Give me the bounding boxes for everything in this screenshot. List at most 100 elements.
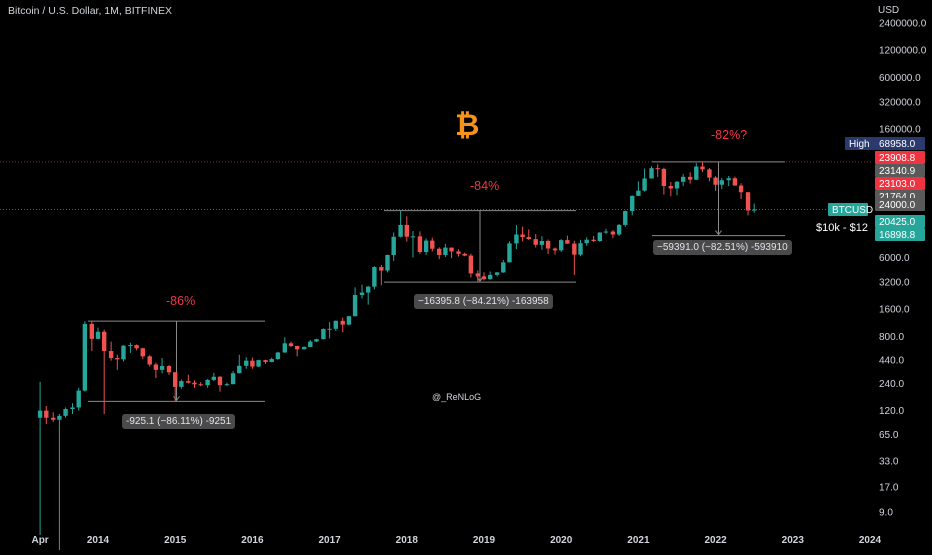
candle-body-76	[526, 237, 531, 240]
candle-body-93	[636, 190, 641, 196]
candle-body-58	[410, 236, 416, 238]
price-tag-2-bg	[875, 164, 925, 177]
price-tag-6: 16898.8	[879, 230, 916, 241]
candle-body-108	[732, 178, 738, 186]
candle-body-99	[674, 181, 680, 189]
candle-body-95	[649, 168, 654, 179]
candle-body-94	[642, 178, 647, 191]
y-tick-label-9: 1600.0	[879, 305, 910, 316]
candle-body-15	[134, 345, 139, 349]
candle-body-72	[501, 262, 506, 273]
candle-body-29	[224, 384, 230, 386]
bitcoin-icon: ₿	[455, 108, 480, 143]
candle-body-50	[359, 292, 365, 296]
x-tick-label-0: Apr	[31, 535, 48, 546]
y-tick-label-13: 120.0	[879, 406, 904, 417]
candle-body-66	[462, 253, 467, 256]
ruler-2014-arrow-head	[173, 396, 180, 402]
candle-body-82	[565, 240, 570, 244]
candle-body-87	[597, 232, 602, 241]
candle-body-3	[57, 415, 62, 420]
y-tick-label-14: 65.0	[879, 430, 899, 441]
measure-box-2018: −16395.8 (−84.21%) -163958	[414, 294, 553, 309]
candle-body-96	[655, 168, 660, 170]
candle-body-8	[89, 323, 95, 339]
candle-body-83	[572, 243, 577, 255]
candle-body-33	[250, 360, 255, 367]
candle-body-40	[294, 346, 300, 350]
ruler-2022-arrow-head	[715, 230, 722, 236]
candle-body-60	[423, 240, 429, 253]
candle-body-27	[211, 376, 216, 380]
high-value-tag-bg	[875, 137, 925, 150]
candle-body-20	[166, 366, 172, 373]
candle-body-9	[95, 331, 101, 339]
candle-body-65	[456, 251, 461, 254]
candle-body-1	[44, 410, 49, 418]
candle-body-57	[404, 224, 409, 237]
candle-body-59	[417, 236, 423, 253]
candle-body-64	[449, 247, 454, 252]
y-tick-label-16: 17.0	[879, 483, 899, 494]
candle-body-84	[578, 243, 583, 255]
range-note: $10k - $12	[816, 222, 868, 234]
author-signature: @_ReNLoG	[432, 392, 482, 402]
candle-body-73	[507, 243, 512, 263]
candle-body-7	[82, 323, 88, 391]
y-tick-label-2: 600000.0	[879, 73, 921, 84]
candle-body-85	[584, 239, 589, 244]
candle-body-26	[205, 379, 210, 386]
candle-body-49	[352, 295, 358, 317]
candle-body-13	[121, 345, 126, 360]
candle-body-28	[217, 376, 223, 386]
candle-body-42	[308, 341, 313, 347]
candle-body-5	[70, 407, 75, 410]
high-label-tag-bg	[845, 137, 875, 150]
candle-body-79	[545, 240, 551, 249]
currency-label: USD	[878, 5, 900, 16]
x-tick-label-4: 2017	[318, 535, 341, 546]
candle-body-107	[726, 178, 731, 181]
candle-body-56	[398, 224, 403, 237]
y-tick-label-11: 440.0	[879, 355, 904, 366]
candle-body-39	[288, 343, 294, 347]
candle-body-4	[63, 409, 68, 416]
candle-body-103	[700, 166, 705, 170]
candle-body-67	[468, 255, 474, 274]
y-tick-label-3: 320000.0	[879, 97, 921, 108]
high-value-tag: 68958.0	[879, 139, 916, 150]
candle-body-101	[687, 176, 693, 180]
x-tick-label-5: 2018	[396, 535, 419, 546]
candle-body-37	[275, 352, 281, 360]
candle-body-17	[147, 356, 152, 365]
x-tick-label-3: 2016	[241, 535, 264, 546]
price-tag-5-bg	[875, 198, 925, 211]
price-tag-1-bg	[875, 151, 925, 164]
candle-body-88	[603, 231, 609, 233]
candle-body-19	[159, 366, 165, 370]
candle-body-68	[475, 273, 481, 277]
candle-body-25	[198, 384, 203, 386]
candle-body-55	[391, 236, 396, 255]
candle-body-43	[314, 339, 319, 342]
candle-body-48	[346, 316, 352, 325]
last-price-tag: 20425.0	[879, 217, 916, 228]
x-tick-label-10: 2023	[782, 535, 805, 546]
candle-body-90	[616, 224, 622, 235]
candle-body-44	[321, 329, 326, 340]
y-tick-label-15: 33.0	[879, 457, 899, 468]
candle-body-24	[192, 382, 197, 385]
candle-body-70	[487, 274, 493, 280]
candle-body-6	[76, 390, 81, 408]
candle-body-11	[108, 351, 114, 359]
candle-body-52	[372, 267, 377, 287]
last-price-tag-bg	[875, 215, 925, 228]
high-label-tag: High	[849, 139, 870, 150]
candle-body-21	[173, 372, 178, 387]
candle-body-46	[333, 320, 338, 329]
price-tag-2: 23140.9	[879, 166, 916, 177]
candle-body-22	[179, 381, 184, 387]
candle-body-54	[385, 254, 390, 271]
